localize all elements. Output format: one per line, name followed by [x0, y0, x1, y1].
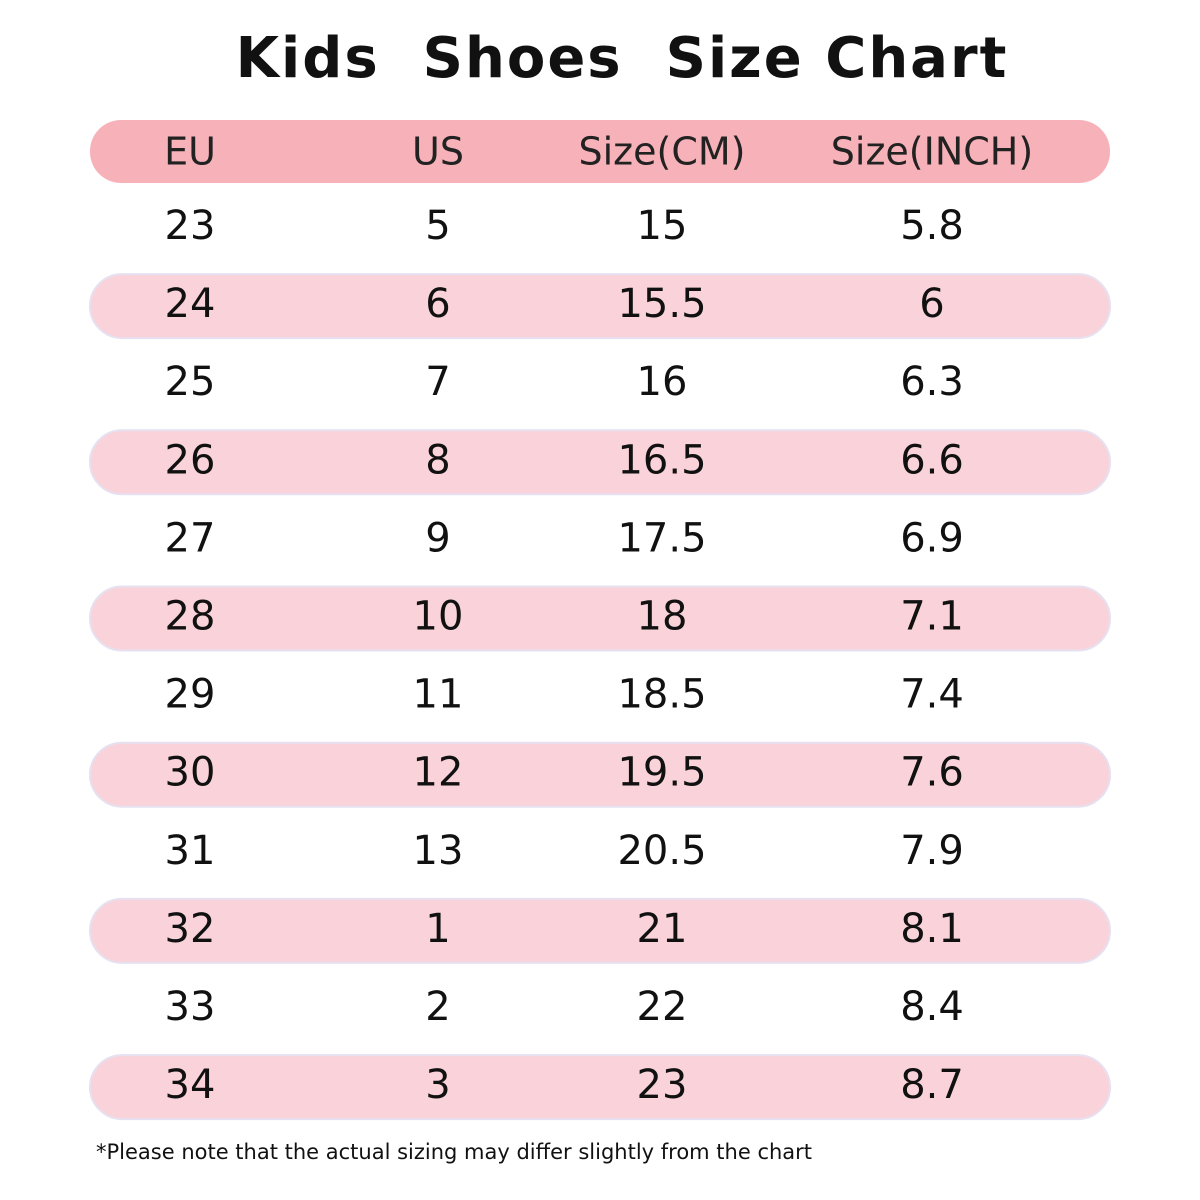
row-band: [89, 897, 1111, 964]
table-cell: 28: [165, 594, 216, 640]
table-cell: 10: [413, 594, 464, 640]
table-cell: 17.5: [617, 515, 706, 561]
table-cell: 3: [425, 1062, 450, 1108]
table-cell: 18.5: [617, 672, 706, 718]
table-cell: 23: [637, 1062, 688, 1108]
table-cell: 7.4: [900, 672, 964, 718]
table-cell: 6.6: [900, 437, 964, 483]
table-cell: 6: [919, 281, 944, 327]
table-cell: 7.9: [900, 828, 964, 874]
table-cell: 12: [413, 750, 464, 796]
table-cell: 11: [413, 672, 464, 718]
table-cell: 34: [165, 1062, 216, 1108]
title: Kids Shoes Size Chart: [236, 26, 1009, 91]
table-cell: 8.1: [900, 906, 964, 952]
table-cell: 7: [425, 359, 450, 405]
row-band: [89, 429, 1111, 496]
row-band: [89, 1054, 1111, 1121]
table-cell: 15.5: [617, 281, 706, 327]
table-cell: 19.5: [617, 750, 706, 796]
table-cell: 15: [637, 203, 688, 249]
table-cell: 8.7: [900, 1062, 964, 1108]
table-cell: 16: [637, 359, 688, 405]
table-cell: 1: [425, 906, 450, 952]
header-band: [90, 120, 1110, 183]
table-cell: 6.9: [900, 515, 964, 561]
table-cell: 31: [165, 828, 216, 874]
table-cell: 22: [637, 984, 688, 1030]
table-cell: 33: [165, 984, 216, 1030]
footnote: *Please note that the actual sizing may …: [96, 1140, 812, 1164]
row-band: [89, 585, 1111, 652]
table-cell: 26: [165, 437, 216, 483]
table-cell: 6: [425, 281, 450, 327]
table-cell: 29: [165, 672, 216, 718]
row-band: [89, 741, 1111, 808]
table-cell: 21: [637, 906, 688, 952]
table-cell: 24: [165, 281, 216, 327]
table-cell: 25: [165, 359, 216, 405]
table-cell: 8.4: [900, 984, 964, 1030]
table-cell: 18: [637, 594, 688, 640]
table-cell: 6.3: [900, 359, 964, 405]
row-band: [89, 273, 1111, 340]
table-cell: 13: [413, 828, 464, 874]
table-cell: 8: [425, 437, 450, 483]
table-cell: 20.5: [617, 828, 706, 874]
table-cell: 27: [165, 515, 216, 561]
table-cell: 32: [165, 906, 216, 952]
header-cell: Size(CM): [579, 130, 746, 174]
table-cell: 9: [425, 515, 450, 561]
header-cell: EU: [164, 130, 216, 174]
table-cell: 23: [165, 203, 216, 249]
header-cell: Size(INCH): [831, 130, 1033, 174]
header-cell: US: [412, 130, 464, 174]
table-cell: 30: [165, 750, 216, 796]
table-cell: 7.1: [900, 594, 964, 640]
table-cell: 7.6: [900, 750, 964, 796]
table-cell: 5: [425, 203, 450, 249]
table-cell: 2: [425, 984, 450, 1030]
table-cell: 5.8: [900, 203, 964, 249]
table-cell: 16.5: [617, 437, 706, 483]
